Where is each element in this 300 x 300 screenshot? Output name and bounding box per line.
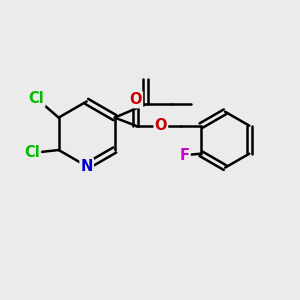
Text: O: O	[130, 92, 142, 107]
Text: N: N	[80, 159, 93, 174]
Text: F: F	[180, 148, 190, 163]
Text: Cl: Cl	[29, 91, 44, 106]
Text: O: O	[154, 118, 167, 133]
Text: Cl: Cl	[24, 146, 40, 160]
